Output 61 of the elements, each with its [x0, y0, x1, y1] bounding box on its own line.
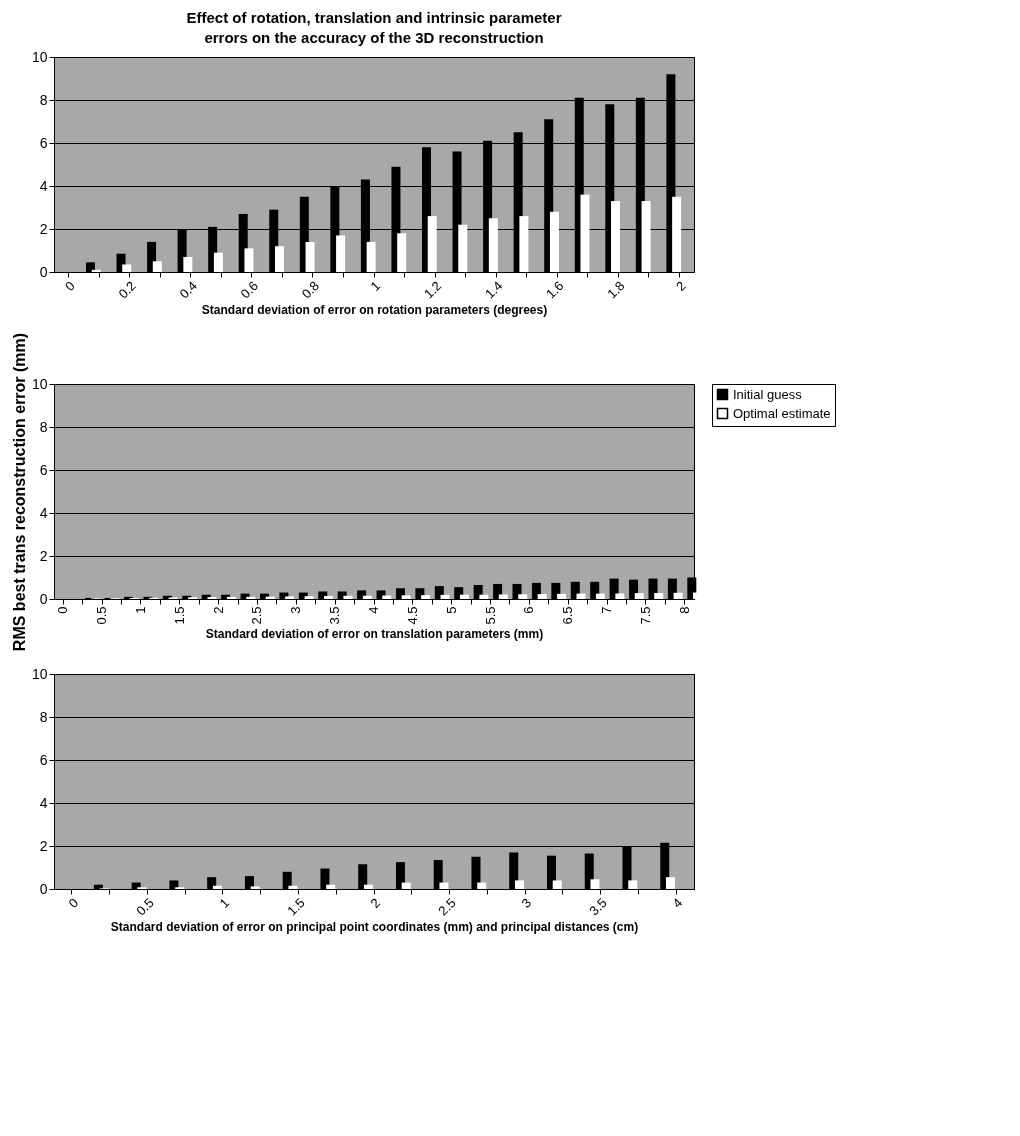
- x-tick-label: 2: [672, 278, 689, 294]
- y-tick-label: 0: [39, 880, 48, 897]
- chart-title: Effect of rotation, translation and intrinsic parameter errors on the accuracy of the 3D reconstruction: [186, 9, 562, 46]
- x-tick-label: 1: [132, 606, 148, 614]
- x-axis-title: Standard deviation of error on translation parameters (mm): [205, 626, 544, 641]
- x-tick-label: 0: [61, 278, 78, 294]
- y-tick-label: 4: [39, 504, 48, 521]
- x-tick-label: 6: [521, 606, 537, 614]
- x-tick-label: 5.5: [482, 606, 498, 625]
- x-tick-label: 4: [366, 606, 381, 614]
- x-tick-label: 1: [367, 278, 384, 294]
- x-tick-label: 2: [367, 895, 384, 911]
- x-axis-title: Standard deviation of error on rotation parameters (degrees): [201, 303, 548, 318]
- x-tick-label: 1.5: [284, 895, 308, 919]
- y-tick-label: 10: [31, 48, 48, 65]
- x-tick-label: 0.8: [298, 278, 323, 302]
- x-tick-label: 3: [518, 895, 535, 911]
- y-tick-label: 6: [39, 461, 48, 478]
- x-tick-label: 1.6: [543, 278, 567, 302]
- x-tick-label: 0.2: [115, 278, 139, 302]
- x-tick-label: 3.5: [586, 895, 610, 919]
- x-tick-label: 1.5: [171, 606, 187, 625]
- y-tick-label: 2: [39, 547, 48, 564]
- x-tick-label: 0: [55, 606, 71, 614]
- x-tick-label: 0.4: [176, 278, 200, 302]
- x-tick-label: 1.8: [604, 278, 628, 302]
- x-tick-label: 2: [210, 606, 226, 614]
- x-tick-label: 1.4: [482, 278, 506, 302]
- x-tick-label: 0.5: [94, 606, 110, 625]
- y-tick-label: 8: [39, 91, 48, 108]
- y-tick-label: 0: [39, 263, 48, 280]
- x-tick-label: 1: [216, 895, 233, 911]
- x-tick-label: 4.5: [404, 606, 420, 625]
- x-tick-label: 5: [443, 606, 459, 614]
- y-tick-label: 10: [31, 375, 48, 392]
- x-tick-label: 8: [676, 606, 692, 614]
- x-tick-label: 3.5: [327, 606, 343, 625]
- x-axis-title: Standard deviation of error on principal point coordinates (mm) and principal distances (cm): [110, 920, 639, 935]
- x-tick-label: 1.2: [420, 278, 445, 302]
- x-tick-label: 0: [65, 895, 82, 911]
- legend-label: Optimal estimate: [733, 405, 831, 421]
- y-tick-label: 10: [31, 665, 48, 682]
- x-tick-label: 2.5: [249, 606, 265, 625]
- y-tick-label: 2: [39, 220, 48, 237]
- y-axis-title: RMS best trans reconstruction error (mm): [10, 332, 28, 652]
- y-tick-label: 2: [39, 837, 48, 854]
- x-tick-label: 4: [669, 895, 686, 911]
- y-tick-label: 4: [39, 177, 48, 194]
- x-tick-label: 7.5: [637, 606, 653, 625]
- y-tick-label: 4: [39, 794, 48, 811]
- x-tick-label: 2.5: [435, 895, 459, 919]
- x-tick-label: 6.5: [560, 606, 576, 625]
- y-tick-label: 8: [39, 708, 48, 725]
- y-tick-label: 6: [39, 751, 48, 768]
- x-tick-label: 3: [288, 606, 304, 614]
- x-tick-label: 0.5: [133, 895, 157, 919]
- y-tick-label: 6: [39, 134, 48, 151]
- legend-label: Initial guess: [733, 386, 803, 402]
- x-tick-label: 0.6: [237, 278, 261, 302]
- x-tick-label: 7: [599, 606, 615, 614]
- y-tick-label: 8: [39, 418, 48, 435]
